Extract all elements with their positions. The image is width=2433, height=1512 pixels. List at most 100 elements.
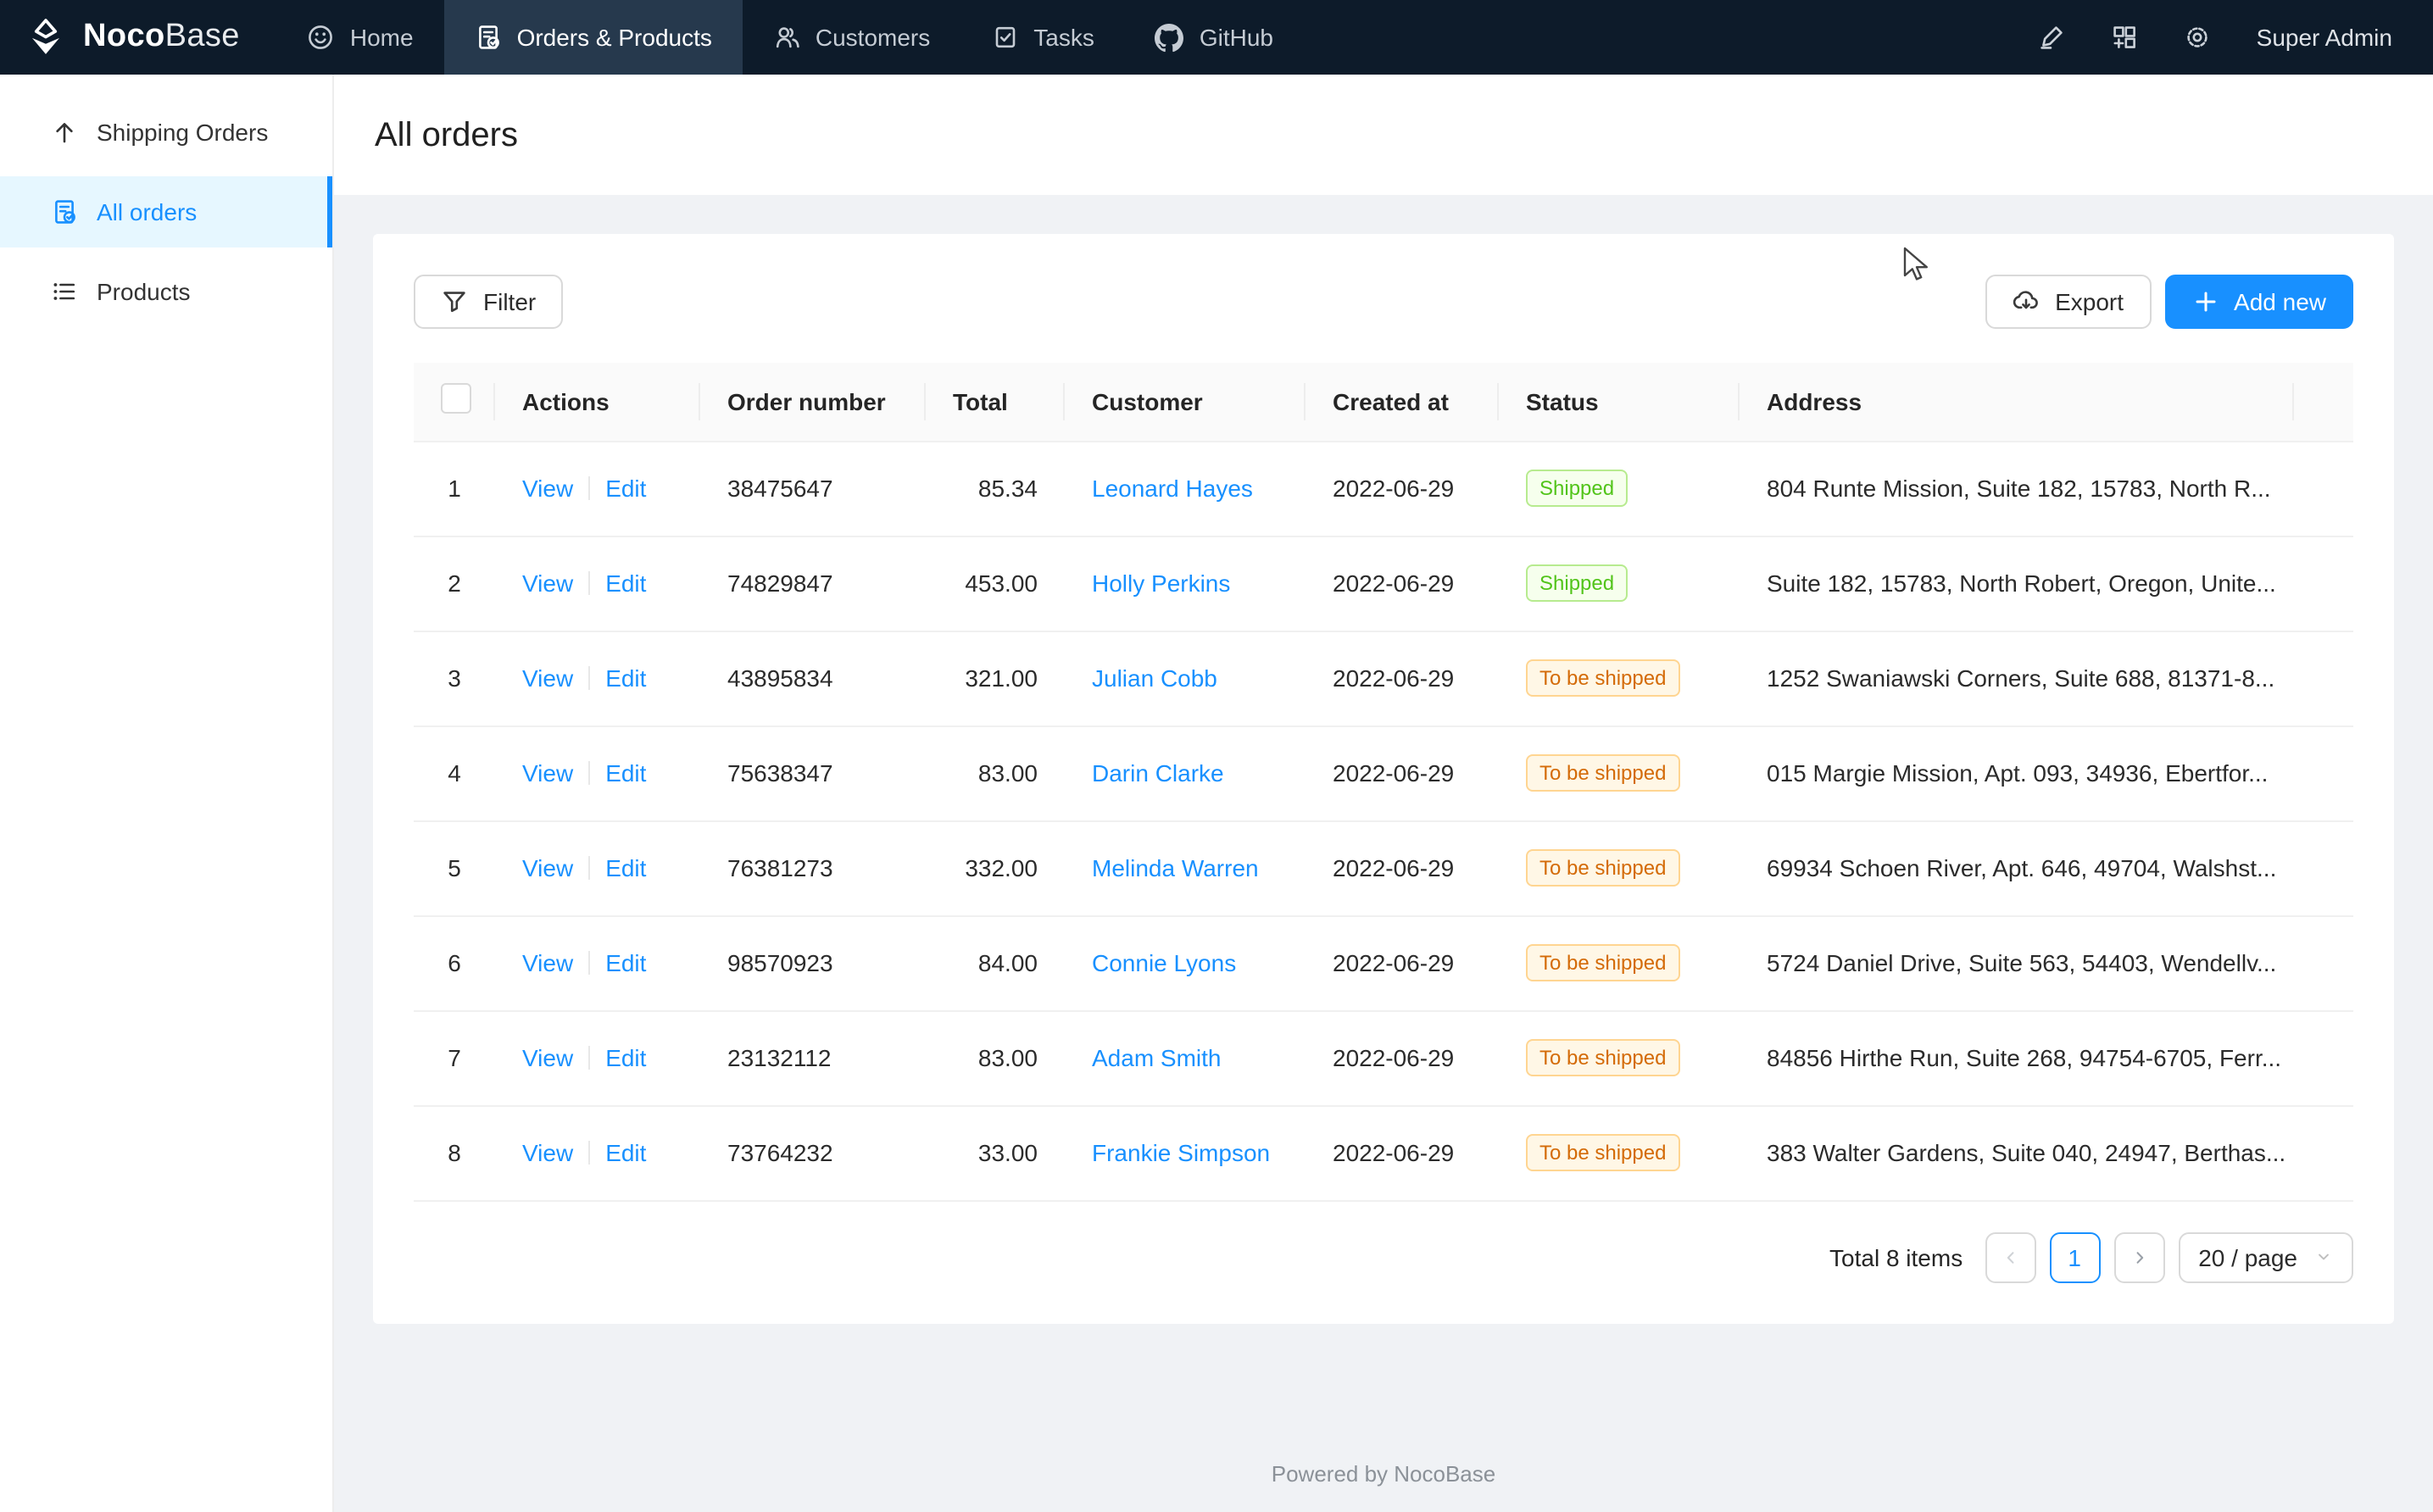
sidebar-item-products[interactable]: Products [0, 256, 332, 327]
view-link[interactable]: View [522, 475, 573, 502]
customer-link[interactable]: Adam Smith [1092, 1044, 1222, 1071]
status-cell: To be shipped [1499, 820, 1740, 915]
edit-link[interactable]: Edit [605, 854, 646, 881]
sidebar-item-shipping-orders[interactable]: Shipping Orders [0, 97, 332, 168]
nav-tab-github[interactable]: GitHub [1125, 0, 1304, 75]
status-cell: Shipped [1499, 536, 1740, 631]
row-index-cell: 8 [414, 1105, 495, 1200]
customer-link[interactable]: Holly Perkins [1092, 570, 1230, 597]
nav-tab-orders-products[interactable]: Orders & Products [444, 0, 743, 75]
nav-tab-tasks[interactable]: Tasks [960, 0, 1125, 75]
table-row: 1ViewEdit3847564785.34Leonard Hayes2022-… [414, 441, 2353, 536]
customer-cell: Holly Perkins [1065, 536, 1306, 631]
customer-cell: Frankie Simpson [1065, 1105, 1306, 1200]
sidebar-item-all-orders[interactable]: All orders [0, 176, 332, 247]
view-link[interactable]: View [522, 759, 573, 787]
edit-link[interactable]: Edit [605, 475, 646, 502]
nav-tab-label: Home [350, 24, 414, 51]
address-cell: Suite 182, 15783, North Robert, Oregon, … [1740, 536, 2294, 631]
status-cell: To be shipped [1499, 1010, 1740, 1105]
actions-cell: View Edit [495, 631, 700, 725]
nav-tab-home[interactable]: Home [277, 0, 444, 75]
customer-cell: Melinda Warren [1065, 820, 1306, 915]
nav-tab-customers[interactable]: Customers [743, 0, 960, 75]
table-row: 2ViewEdit74829847453.00Holly Perkins2022… [414, 536, 2353, 631]
nocobase-logo-icon [24, 15, 68, 59]
status-badge: To be shipped [1526, 1039, 1679, 1076]
brand-logo[interactable]: NocoBase [0, 0, 277, 75]
created-at-cell: 2022-06-29 [1306, 1105, 1499, 1200]
status-cell: To be shipped [1499, 1105, 1740, 1200]
customer-link[interactable]: Connie Lyons [1092, 949, 1236, 976]
next-page-button[interactable] [2113, 1231, 2164, 1282]
status-cell: To be shipped [1499, 725, 1740, 820]
created-at-cell: 2022-06-29 [1306, 1010, 1499, 1105]
settings-gear-icon[interactable] [2184, 24, 2211, 51]
task-check-icon [991, 24, 1018, 51]
address-cell: 1252 Swaniawski Corners, Suite 688, 8137… [1740, 631, 2294, 725]
view-link[interactable]: View [522, 1139, 573, 1166]
spacer-cell [2294, 1010, 2353, 1105]
order-number-cell: 75638347 [700, 725, 926, 820]
order-number-cell: 73764232 [700, 1105, 926, 1200]
action-divider [588, 666, 590, 690]
page-title: All orders [375, 112, 2392, 159]
page-1-button[interactable]: 1 [2049, 1231, 2100, 1282]
action-divider [588, 951, 590, 975]
view-link[interactable]: View [522, 1044, 573, 1071]
status-badge: Shipped [1526, 564, 1628, 602]
view-link[interactable]: View [522, 664, 573, 692]
address-cell: 383 Walter Gardens, Suite 040, 24947, Be… [1740, 1105, 2294, 1200]
edit-link[interactable]: Edit [605, 570, 646, 597]
edit-link[interactable]: Edit [605, 1139, 646, 1166]
edit-link[interactable]: Edit [605, 759, 646, 787]
users-icon [773, 24, 800, 51]
action-divider [588, 1141, 590, 1165]
customer-link[interactable]: Leonard Hayes [1092, 475, 1253, 502]
navbar-right: Super Admin [2038, 0, 2433, 75]
customer-link[interactable]: Melinda Warren [1092, 854, 1259, 881]
total-cell: 33.00 [926, 1105, 1065, 1200]
edit-link[interactable]: Edit [605, 664, 646, 692]
column-header-order-number: Order number [700, 363, 926, 441]
plugin-manager-icon[interactable] [2111, 24, 2138, 51]
spacer-cell [2294, 441, 2353, 536]
status-cell: To be shipped [1499, 915, 1740, 1010]
customer-cell: Darin Clarke [1065, 725, 1306, 820]
status-cell: Shipped [1499, 441, 1740, 536]
export-button[interactable]: Export [1985, 275, 2151, 329]
customer-link[interactable]: Julian Cobb [1092, 664, 1217, 692]
edit-link[interactable]: Edit [605, 949, 646, 976]
edit-link[interactable]: Edit [605, 1044, 646, 1071]
customer-cell: Julian Cobb [1065, 631, 1306, 725]
add-new-button[interactable]: Add new [2164, 275, 2353, 329]
view-link[interactable]: View [522, 949, 573, 976]
created-at-cell: 2022-06-29 [1306, 915, 1499, 1010]
customer-cell: Leonard Hayes [1065, 441, 1306, 536]
column-header-address: Address [1740, 363, 2294, 441]
view-link[interactable]: View [522, 854, 573, 881]
prev-page-button[interactable] [1985, 1231, 2035, 1282]
filter-button[interactable]: Filter [414, 275, 563, 329]
created-at-cell: 2022-06-29 [1306, 441, 1499, 536]
current-user[interactable]: Super Admin [2257, 24, 2392, 51]
table-row: 5ViewEdit76381273332.00Melinda Warren202… [414, 820, 2353, 915]
page-size-select[interactable]: 20 / page [2178, 1231, 2353, 1282]
view-link[interactable]: View [522, 570, 573, 597]
nav-tab-label: GitHub [1200, 24, 1273, 51]
file-check-icon [475, 24, 502, 51]
action-divider [588, 571, 590, 595]
row-index-cell: 3 [414, 631, 495, 725]
nav-tab-label: Customers [816, 24, 930, 51]
total-cell: 83.00 [926, 1010, 1065, 1105]
pagination-total: Total 8 items [1829, 1243, 1963, 1270]
total-cell: 332.00 [926, 820, 1065, 915]
actions-cell: View Edit [495, 441, 700, 536]
select-all-checkbox[interactable] [441, 384, 471, 414]
customer-link[interactable]: Frankie Simpson [1092, 1139, 1270, 1166]
sidebar-item-label: Shipping Orders [97, 119, 268, 146]
highlighter-icon[interactable] [2038, 24, 2065, 51]
app-window: NocoBase Home Orders & Products Customers T… [0, 0, 2433, 1512]
customer-link[interactable]: Darin Clarke [1092, 759, 1224, 787]
customer-cell: Connie Lyons [1065, 915, 1306, 1010]
